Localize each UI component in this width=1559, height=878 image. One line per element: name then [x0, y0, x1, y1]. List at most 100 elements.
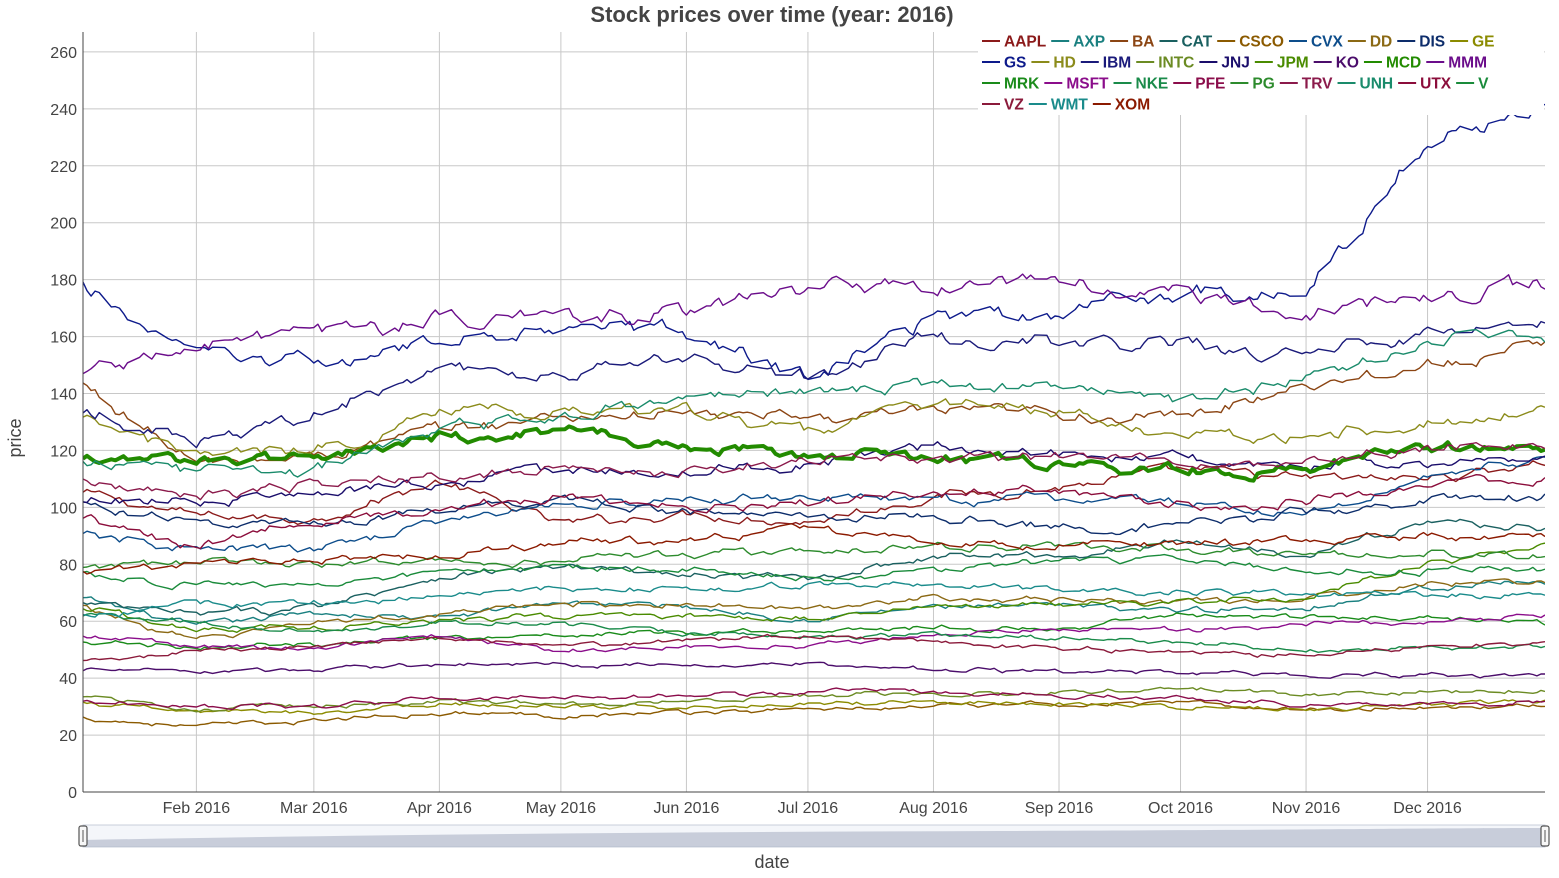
series-line-gs[interactable]: [83, 103, 1545, 381]
legend-item-mcd[interactable]: MCD: [1363, 55, 1421, 72]
legend-label: GS: [1004, 55, 1026, 72]
legend-label: AXP: [1073, 34, 1105, 51]
series-line-csco[interactable]: [83, 699, 1545, 727]
y-tick-label: 160: [50, 330, 77, 347]
legend-item-utx[interactable]: UTX: [1398, 76, 1452, 93]
legend-label: BA: [1132, 34, 1154, 51]
legend-label: HD: [1053, 55, 1075, 72]
y-tick-label: 60: [59, 614, 77, 631]
series-lines[interactable]: [83, 103, 1545, 727]
legend-label: IBM: [1103, 55, 1131, 72]
legend-label: NKE: [1136, 76, 1169, 93]
legend[interactable]: AAPL AXP BA CAT CSCO CVX DD DIS GE GS HD IBM INTC JNJ…: [978, 30, 1544, 115]
legend-item-mrk[interactable]: MRK: [982, 76, 1040, 93]
legend-label: MCD: [1386, 55, 1421, 72]
series-line-jpm[interactable]: [83, 542, 1545, 633]
series-line-wmt[interactable]: [83, 580, 1545, 618]
legend-label: WMT: [1051, 97, 1089, 114]
legend-item-hd[interactable]: HD: [1031, 55, 1076, 72]
legend-item-ko[interactable]: KO: [1313, 55, 1359, 72]
series-line-utx[interactable]: [83, 474, 1545, 550]
legend-item-pg[interactable]: PG: [1230, 76, 1275, 93]
legend-label: JNJ: [1221, 55, 1249, 72]
legend-label: MMM: [1448, 55, 1487, 72]
legend-item-aapl[interactable]: AAPL: [982, 34, 1046, 51]
legend-item-ibm[interactable]: IBM: [1080, 55, 1131, 72]
legend-item-jnj[interactable]: JNJ: [1199, 55, 1250, 72]
legend-item-trv[interactable]: TRV: [1279, 76, 1333, 93]
legend-item-intc[interactable]: INTC: [1136, 55, 1194, 72]
legend-label: MRK: [1004, 76, 1040, 93]
series-line-vz[interactable]: [83, 633, 1545, 662]
x-tick-label: Jun 2016: [654, 800, 720, 817]
legend-label: UTX: [1420, 76, 1452, 93]
legend-item-msft[interactable]: MSFT: [1044, 76, 1109, 93]
series-line-axp[interactable]: [83, 580, 1545, 625]
legend-item-gs[interactable]: GS: [982, 55, 1026, 72]
legend-item-v[interactable]: V: [1456, 76, 1489, 93]
y-tick-label: 20: [59, 728, 77, 745]
series-line-hd[interactable]: [83, 398, 1545, 456]
legend-item-nke[interactable]: NKE: [1113, 76, 1169, 93]
series-line-pfe[interactable]: [83, 687, 1545, 711]
y-tick-label: 120: [50, 443, 77, 460]
series-line-trv[interactable]: [83, 442, 1545, 501]
chart-title: Stock prices over time (year: 2016): [590, 2, 953, 27]
legend-label: AAPL: [1004, 34, 1046, 51]
x-tick-label: Jul 2016: [778, 800, 839, 817]
series-line-cat[interactable]: [83, 518, 1545, 616]
legend-item-dd[interactable]: DD: [1347, 34, 1392, 51]
y-tick-label: 80: [59, 557, 77, 574]
series-line-mmm[interactable]: [83, 273, 1545, 375]
legend-item-ge[interactable]: GE: [1450, 34, 1495, 51]
series-line-ibm[interactable]: [83, 320, 1545, 449]
x-tick-label: Oct 2016: [1148, 800, 1213, 817]
series-line-ko[interactable]: [83, 661, 1545, 679]
y-tick-label: 40: [59, 671, 77, 688]
series-line-dis[interactable]: [83, 492, 1545, 536]
legend-label: CAT: [1181, 34, 1212, 51]
series-line-ge[interactable]: [83, 699, 1545, 715]
series-line-nke[interactable]: [83, 612, 1545, 653]
legend-label: KO: [1336, 55, 1359, 72]
series-line-pg[interactable]: [83, 541, 1545, 569]
x-tick-label: Feb 2016: [163, 800, 231, 817]
legend-item-dis[interactable]: DIS: [1397, 34, 1445, 51]
series-line-unh[interactable]: [83, 329, 1545, 478]
range-slider-preview: [83, 828, 1545, 847]
legend-label: V: [1478, 76, 1489, 93]
legend-item-unh[interactable]: UNH: [1337, 76, 1394, 93]
legend-label: PFE: [1195, 76, 1225, 93]
legend-label: XOM: [1115, 97, 1150, 114]
legend-item-axp[interactable]: AXP: [1051, 34, 1105, 51]
legend-item-jpm[interactable]: JPM: [1254, 55, 1309, 72]
legend-item-wmt[interactable]: WMT: [1028, 97, 1089, 114]
legend-item-cat[interactable]: CAT: [1159, 34, 1213, 51]
legend-item-pfe[interactable]: PFE: [1173, 76, 1225, 93]
legend-item-ba[interactable]: BA: [1110, 34, 1154, 51]
series-line-cvx[interactable]: [83, 456, 1545, 553]
series-line-mcd[interactable]: [83, 424, 1545, 483]
series-line-v[interactable]: [83, 553, 1545, 591]
legend-label: GE: [1472, 34, 1494, 51]
legend-item-csco[interactable]: CSCO: [1217, 34, 1284, 51]
legend-item-cvx[interactable]: CVX: [1288, 34, 1344, 51]
y-tick-label: 0: [68, 785, 77, 802]
legend-label: CVX: [1311, 34, 1344, 51]
axes: 0 20 40 60 80 100 120 140 160 180 200 220 240 260 Feb …: [50, 32, 1545, 817]
series-line-aapl[interactable]: [83, 460, 1545, 526]
legend-label: CSCO: [1239, 34, 1284, 51]
x-axis-title: date: [754, 852, 789, 872]
series-line-msft[interactable]: [83, 613, 1545, 653]
legend-item-vz[interactable]: VZ: [982, 97, 1024, 114]
legend-label: DD: [1370, 34, 1392, 51]
legend-item-xom[interactable]: XOM: [1092, 97, 1150, 114]
legend-label: MSFT: [1066, 76, 1109, 93]
y-tick-label: 140: [50, 386, 77, 403]
series-line-xom[interactable]: [83, 523, 1545, 575]
series-line-ba[interactable]: [83, 340, 1545, 465]
legend-item-mmm[interactable]: MMM: [1426, 55, 1487, 72]
range-slider[interactable]: [78, 824, 1550, 848]
legend-label: VZ: [1004, 97, 1024, 114]
